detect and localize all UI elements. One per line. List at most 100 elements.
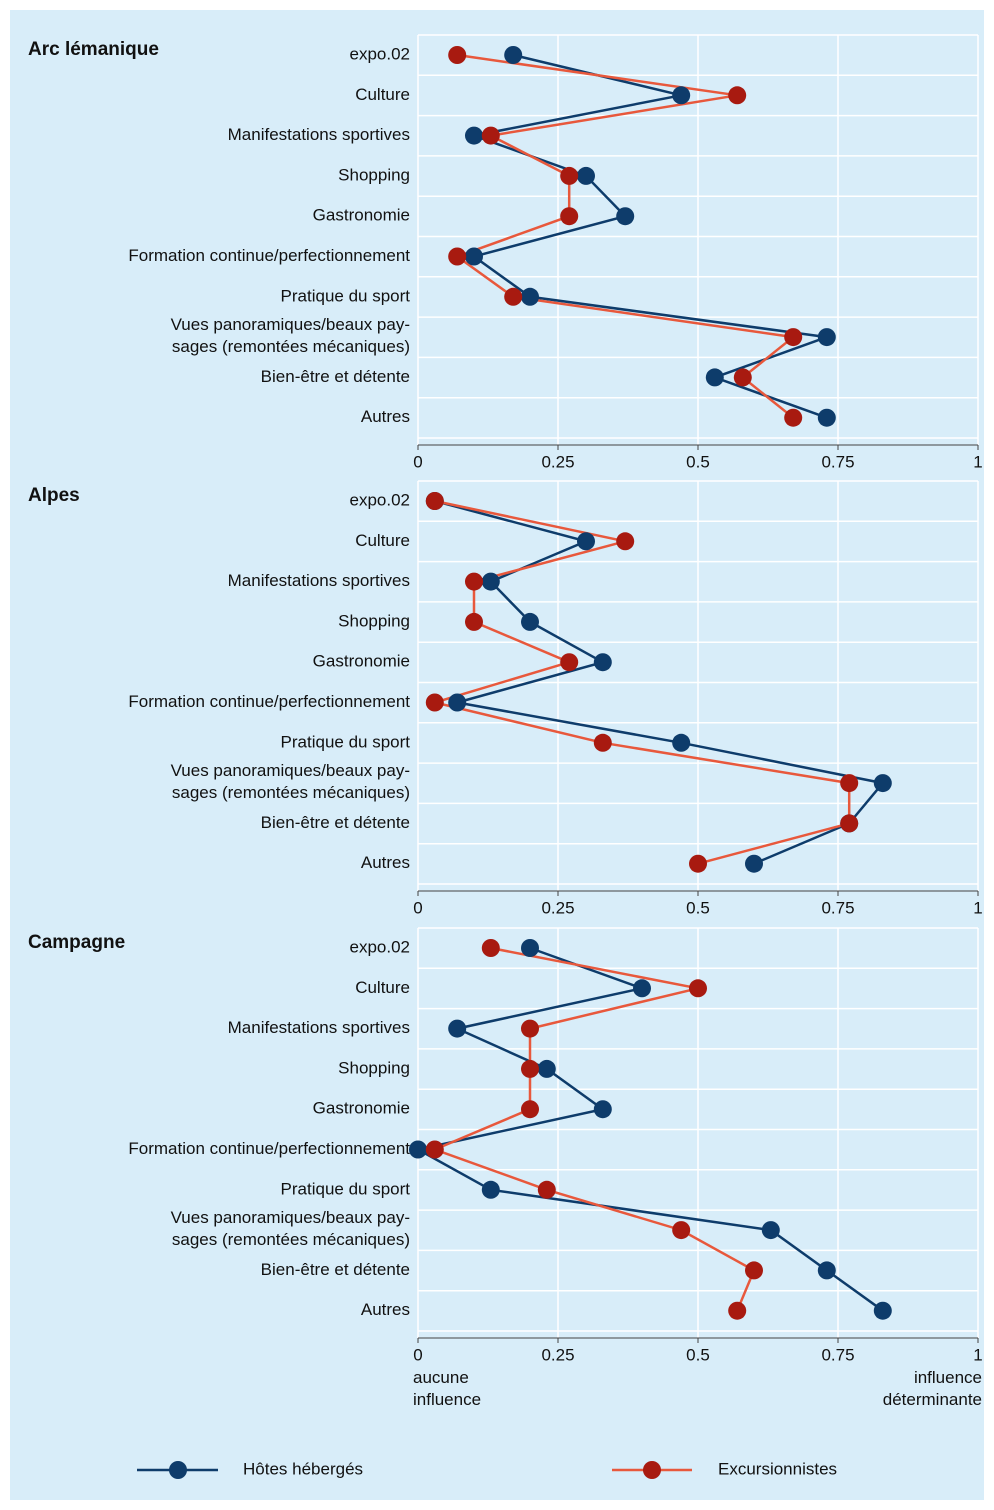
marker xyxy=(448,693,467,712)
marker xyxy=(784,328,803,347)
x-tick-label: 0.25 xyxy=(541,1345,574,1364)
panel-title: Arc lémanique xyxy=(28,39,159,60)
y-tick-label: Shopping xyxy=(338,165,410,184)
marker xyxy=(465,126,483,145)
series-line xyxy=(434,499,886,865)
panel-title: Campagne xyxy=(28,932,125,953)
marker xyxy=(745,854,763,873)
y-tick-label: Vues panoramiques/beaux pay-sages (remon… xyxy=(171,1209,410,1250)
marker xyxy=(733,368,752,387)
marker xyxy=(504,46,523,64)
x-tick-label: 0.25 xyxy=(541,452,574,471)
y-tick-label: Culture xyxy=(355,531,410,550)
x-tick-label: 0.5 xyxy=(686,1345,710,1364)
marker xyxy=(840,774,859,793)
y-tick-label: expo.02 xyxy=(350,490,411,509)
y-tick-label: Vues panoramiques/beaux pay-sages (remon… xyxy=(171,762,410,803)
marker xyxy=(633,979,651,998)
y-tick-label: expo.02 xyxy=(350,44,411,63)
marker xyxy=(593,1100,612,1119)
x-note-right: influence déterminante xyxy=(883,1368,982,1409)
y-tick-label: Pratique du sport xyxy=(281,732,411,751)
legend-marker xyxy=(169,1461,187,1479)
marker xyxy=(705,368,724,387)
marker xyxy=(521,939,539,957)
x-tick-label: 0 xyxy=(413,452,422,471)
marker xyxy=(689,979,707,998)
x-tick-label: 1 xyxy=(973,452,982,471)
x-tick-label: 0.5 xyxy=(686,452,710,471)
series-line xyxy=(454,53,797,419)
y-tick-label: Formation continue/perfectionnement xyxy=(128,1139,410,1158)
x-tick-label: 0 xyxy=(413,898,422,917)
legend-label: Excursionnistes xyxy=(718,1459,837,1478)
y-tick-label: Culture xyxy=(355,85,410,104)
marker xyxy=(560,207,579,226)
x-tick-label: 0.5 xyxy=(686,898,710,917)
y-tick-label: Gastronomie xyxy=(313,1099,410,1118)
marker xyxy=(504,287,523,306)
y-tick-label: Bien-être et détente xyxy=(261,813,410,832)
x-tick-label: 0.75 xyxy=(821,898,854,917)
marker xyxy=(689,854,707,873)
marker xyxy=(784,408,803,427)
x-tick-label: 0 xyxy=(413,1345,422,1364)
marker xyxy=(465,572,483,591)
y-tick-label: Autres xyxy=(361,1300,410,1319)
y-tick-label: Formation continue/perfectionnement xyxy=(128,246,410,265)
marker xyxy=(728,1301,747,1320)
y-tick-label: Manifestations sportives xyxy=(228,1018,410,1037)
y-tick-label: expo.02 xyxy=(350,937,411,956)
panel-title: Alpes xyxy=(28,485,80,506)
y-tick-label: Manifestations sportives xyxy=(228,125,410,144)
series-line xyxy=(414,946,884,1312)
marker xyxy=(873,1301,892,1320)
x-tick-label: 1 xyxy=(973,1345,982,1364)
marker xyxy=(728,86,747,105)
marker xyxy=(560,166,579,185)
y-tick-label: Pratique du sport xyxy=(281,286,411,305)
marker xyxy=(560,653,579,672)
marker xyxy=(817,328,836,347)
marker xyxy=(481,939,500,957)
y-tick-label: Pratique du sport xyxy=(281,1179,411,1198)
y-tick-label: Gastronomie xyxy=(313,652,410,671)
marker xyxy=(465,247,483,266)
marker xyxy=(521,287,539,306)
marker xyxy=(425,492,444,510)
marker xyxy=(465,612,483,631)
series-line xyxy=(431,946,756,1312)
series-line xyxy=(430,499,851,865)
y-tick-label: Gastronomie xyxy=(313,206,410,225)
x-tick-label: 1 xyxy=(973,898,982,917)
y-tick-label: Autres xyxy=(361,853,410,872)
marker xyxy=(817,1261,836,1280)
marker xyxy=(448,247,467,266)
x-tick-label: 0.75 xyxy=(821,1345,854,1364)
marker xyxy=(672,86,691,105)
marker xyxy=(537,1180,556,1199)
y-tick-label: Bien-être et détente xyxy=(261,1260,410,1279)
marker xyxy=(448,46,467,64)
y-tick-label: Formation continue/perfectionnement xyxy=(128,692,410,711)
marker xyxy=(521,1059,539,1078)
y-tick-label: Vues panoramiques/beaux pay-sages (remon… xyxy=(171,316,410,357)
legend-label: Hôtes hébergés xyxy=(243,1459,363,1478)
marker xyxy=(481,126,500,145)
marker xyxy=(521,1100,539,1119)
series-line xyxy=(469,53,828,419)
marker xyxy=(521,1019,539,1038)
marker xyxy=(425,1140,444,1159)
marker xyxy=(481,572,500,591)
marker xyxy=(577,532,595,551)
marker xyxy=(672,1221,691,1240)
marker xyxy=(593,733,612,752)
x-tick-label: 0.25 xyxy=(541,898,574,917)
y-tick-label: Manifestations sportives xyxy=(228,571,410,590)
x-tick-label: 0.75 xyxy=(821,452,854,471)
marker xyxy=(840,814,859,833)
marker xyxy=(761,1221,780,1240)
marker xyxy=(409,1140,427,1159)
